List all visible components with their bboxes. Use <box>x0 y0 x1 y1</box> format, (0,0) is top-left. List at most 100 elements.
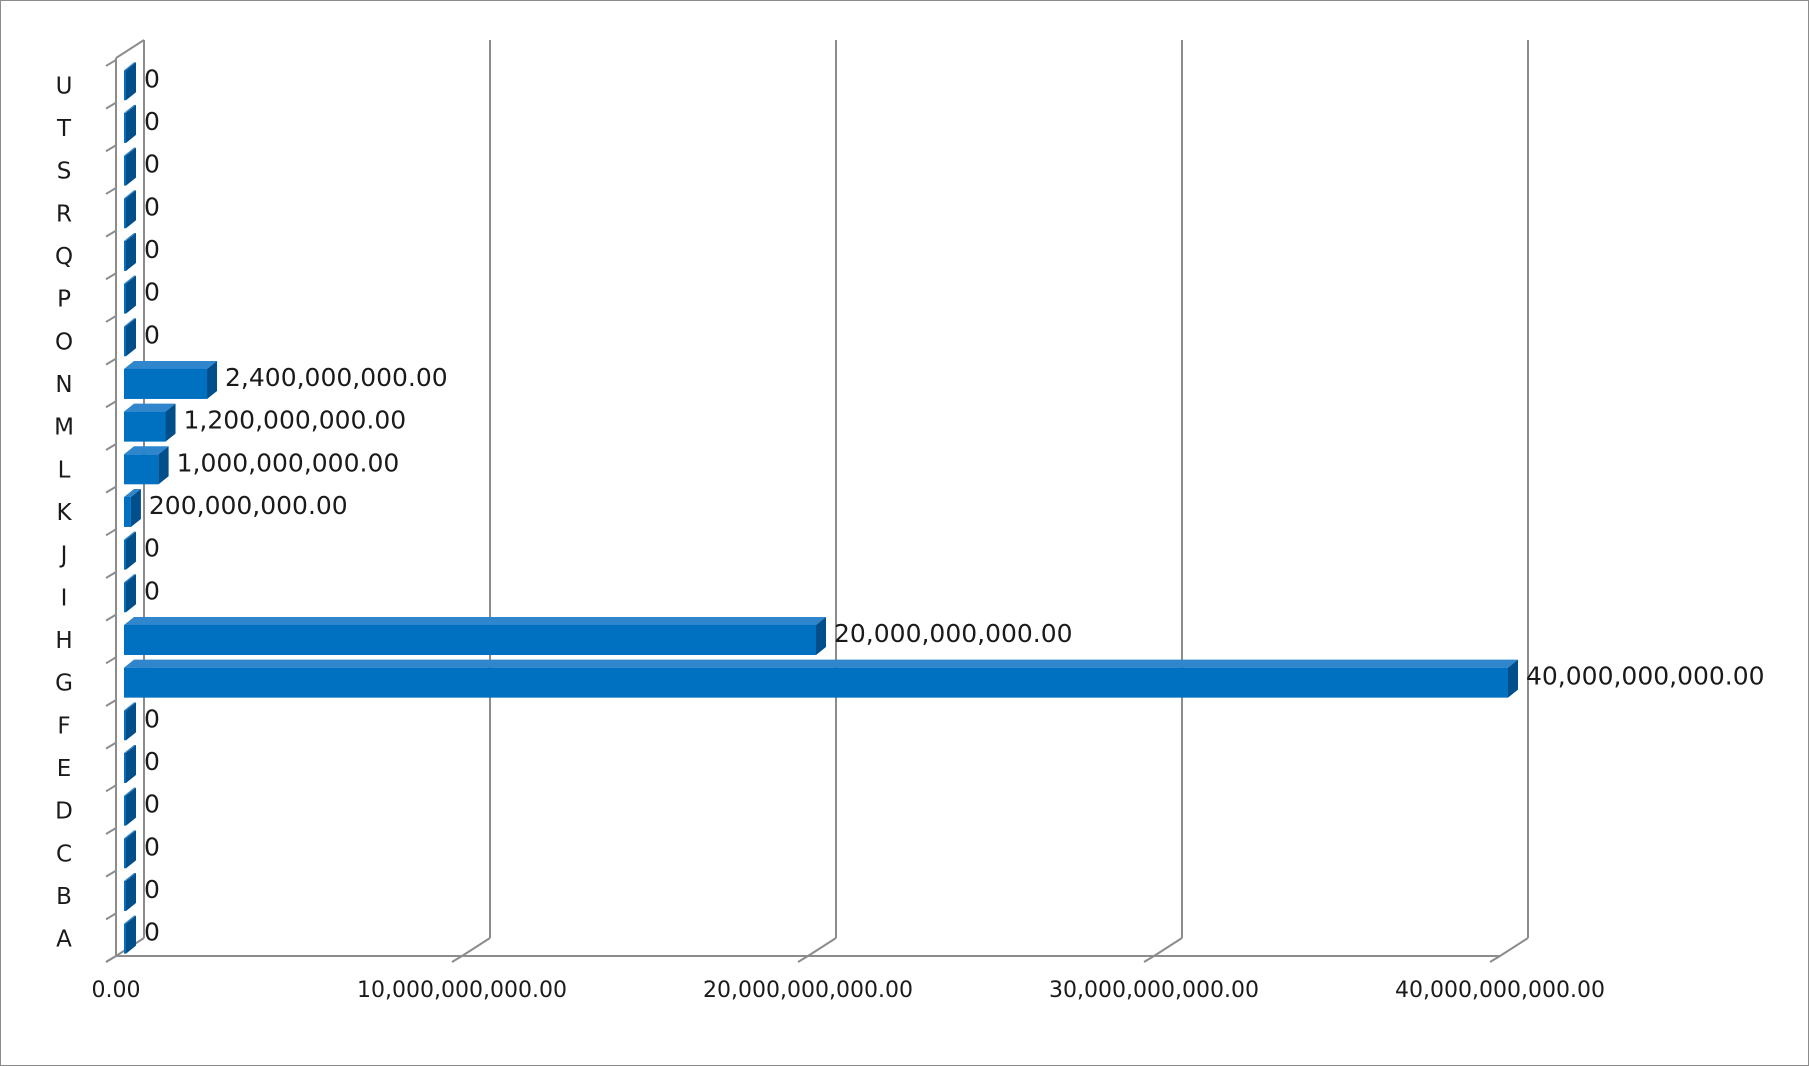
category-label: C <box>56 841 72 867</box>
bar-C <box>124 830 136 869</box>
category-label: N <box>55 372 72 398</box>
category-label: D <box>55 799 73 825</box>
bar-P <box>124 275 136 314</box>
bar-top-face <box>124 104 136 113</box>
bar-front-face <box>124 368 208 399</box>
bar-side-face <box>126 787 136 826</box>
bar-side-face <box>126 275 136 314</box>
y-tick-mark <box>105 955 117 963</box>
bar-side-face <box>126 318 136 357</box>
category-label: H <box>55 628 72 654</box>
bar-front-face <box>124 411 166 442</box>
x-tick-mark-4 <box>1489 955 1501 963</box>
y-tick-mark <box>105 869 117 878</box>
bar-B <box>124 872 136 911</box>
bar-front-face <box>124 240 126 271</box>
bar-top-face <box>124 616 826 625</box>
bar-top-face <box>124 830 136 839</box>
bar-top-face <box>124 702 136 711</box>
y-tick-mark <box>105 699 117 707</box>
bar-G <box>124 659 1518 698</box>
y-tick-mark <box>105 528 117 537</box>
y-tick-mark <box>105 144 117 153</box>
y-tick-mark <box>105 741 117 750</box>
x-tick-label: 0.00 <box>92 978 141 1003</box>
bar-top-face <box>124 403 176 412</box>
x-tick-label: 20,000,000,000.00 <box>703 978 913 1003</box>
data-label: 40,000,000,000.00 <box>1526 662 1765 691</box>
x-tick-mark-2 <box>797 955 809 963</box>
y-tick-mark <box>105 784 117 793</box>
data-label: 0 <box>144 832 160 861</box>
data-label: 1,000,000,000.00 <box>177 448 400 477</box>
category-label: I <box>61 585 68 611</box>
bar-side-face <box>816 616 826 655</box>
data-label: 0 <box>144 747 160 776</box>
bar-side-face <box>1508 659 1518 698</box>
data-label: 200,000,000.00 <box>149 491 348 520</box>
x-tick-mark-1 <box>451 955 463 963</box>
bar-E <box>124 744 136 783</box>
y-tick-mark <box>105 443 117 451</box>
category-label: S <box>57 159 72 185</box>
bar-O <box>124 318 136 357</box>
bar-F <box>124 702 136 741</box>
bar-top-face <box>124 446 169 455</box>
x-tick-mark-3 <box>1143 955 1155 963</box>
bar-side-face <box>126 104 136 143</box>
category-label: L <box>58 457 71 483</box>
y-tick-mark <box>105 912 117 921</box>
data-label: 0 <box>144 150 160 179</box>
floor-diagonal-4 <box>1499 937 1529 957</box>
bar-top-face <box>124 147 136 156</box>
category-label: Q <box>55 244 73 270</box>
y-tick-mark <box>105 315 117 323</box>
bar-D <box>124 787 136 826</box>
y-tick-mark <box>105 229 117 238</box>
bar-top-face <box>124 62 136 71</box>
bar-A <box>124 915 136 954</box>
bar-H <box>124 616 826 655</box>
category-label: R <box>56 201 72 227</box>
bar-side-face <box>126 147 136 186</box>
y-tick-mark <box>105 656 117 665</box>
bar-side-face <box>126 702 136 741</box>
bar-front-face <box>124 283 126 314</box>
y-tick-mark <box>105 827 117 835</box>
label-layer: 0.00 10,000,000,000.00 20,000,000,000.00 30… <box>54 64 1764 1003</box>
bar-front-face <box>124 496 131 527</box>
data-label: 0 <box>144 64 160 93</box>
category-label: K <box>56 500 72 526</box>
bar-M <box>124 403 176 442</box>
bar-top-face <box>124 232 136 241</box>
y-tick-mark <box>105 101 117 110</box>
data-label: 0 <box>144 576 160 605</box>
bar-side-face <box>126 232 136 271</box>
data-label: 0 <box>144 534 160 563</box>
y-tick-mark <box>105 357 117 366</box>
bar-top-face <box>124 659 1518 668</box>
data-label: 0 <box>144 875 160 904</box>
bar-front-face <box>124 454 159 485</box>
bar-side-face <box>126 190 136 229</box>
data-label: 0 <box>144 278 160 307</box>
bar-N <box>124 360 218 399</box>
bar-side-face <box>126 915 136 954</box>
y-tick-mark <box>105 187 117 195</box>
bar-front-face <box>124 838 126 869</box>
bar-top-face <box>124 318 136 327</box>
y-tick-mark <box>105 613 117 622</box>
bar-Q <box>124 232 136 271</box>
bar-side-face <box>126 62 136 101</box>
category-label: B <box>56 884 72 910</box>
bar-front-face <box>124 70 126 101</box>
y-tick-mark <box>105 400 117 409</box>
category-label: M <box>54 415 74 441</box>
bar-top-face <box>124 360 218 369</box>
bar-top-face <box>124 915 136 924</box>
bar-side-face <box>158 446 169 485</box>
bar-side-face <box>126 830 136 869</box>
grid-layer <box>105 39 1529 963</box>
bar-top-face <box>124 190 136 199</box>
